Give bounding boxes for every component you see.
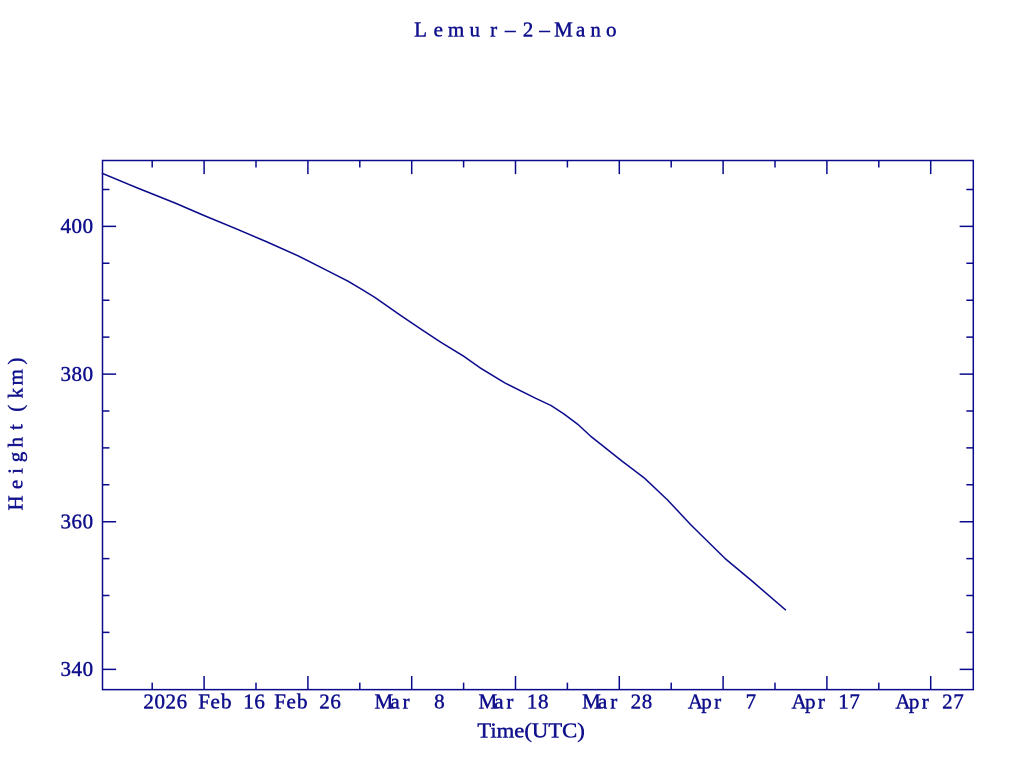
svg-text:Feb 26: Feb 26 bbox=[274, 690, 341, 714]
svg-text:400: 400 bbox=[60, 214, 93, 238]
svg-text:Mar 8: Mar 8 bbox=[375, 690, 445, 714]
svg-text:380: 380 bbox=[60, 362, 93, 386]
svg-text:Lemur–2–Mano: Lemur–2–Mano bbox=[414, 17, 616, 41]
svg-text:360: 360 bbox=[60, 509, 93, 533]
svg-text:340: 340 bbox=[60, 657, 93, 681]
svg-text:Time(UTC): Time(UTC) bbox=[477, 718, 585, 742]
svg-text:2026 Feb 16: 2026 Feb 16 bbox=[143, 690, 265, 714]
svg-text:Mar 28: Mar 28 bbox=[582, 690, 652, 714]
